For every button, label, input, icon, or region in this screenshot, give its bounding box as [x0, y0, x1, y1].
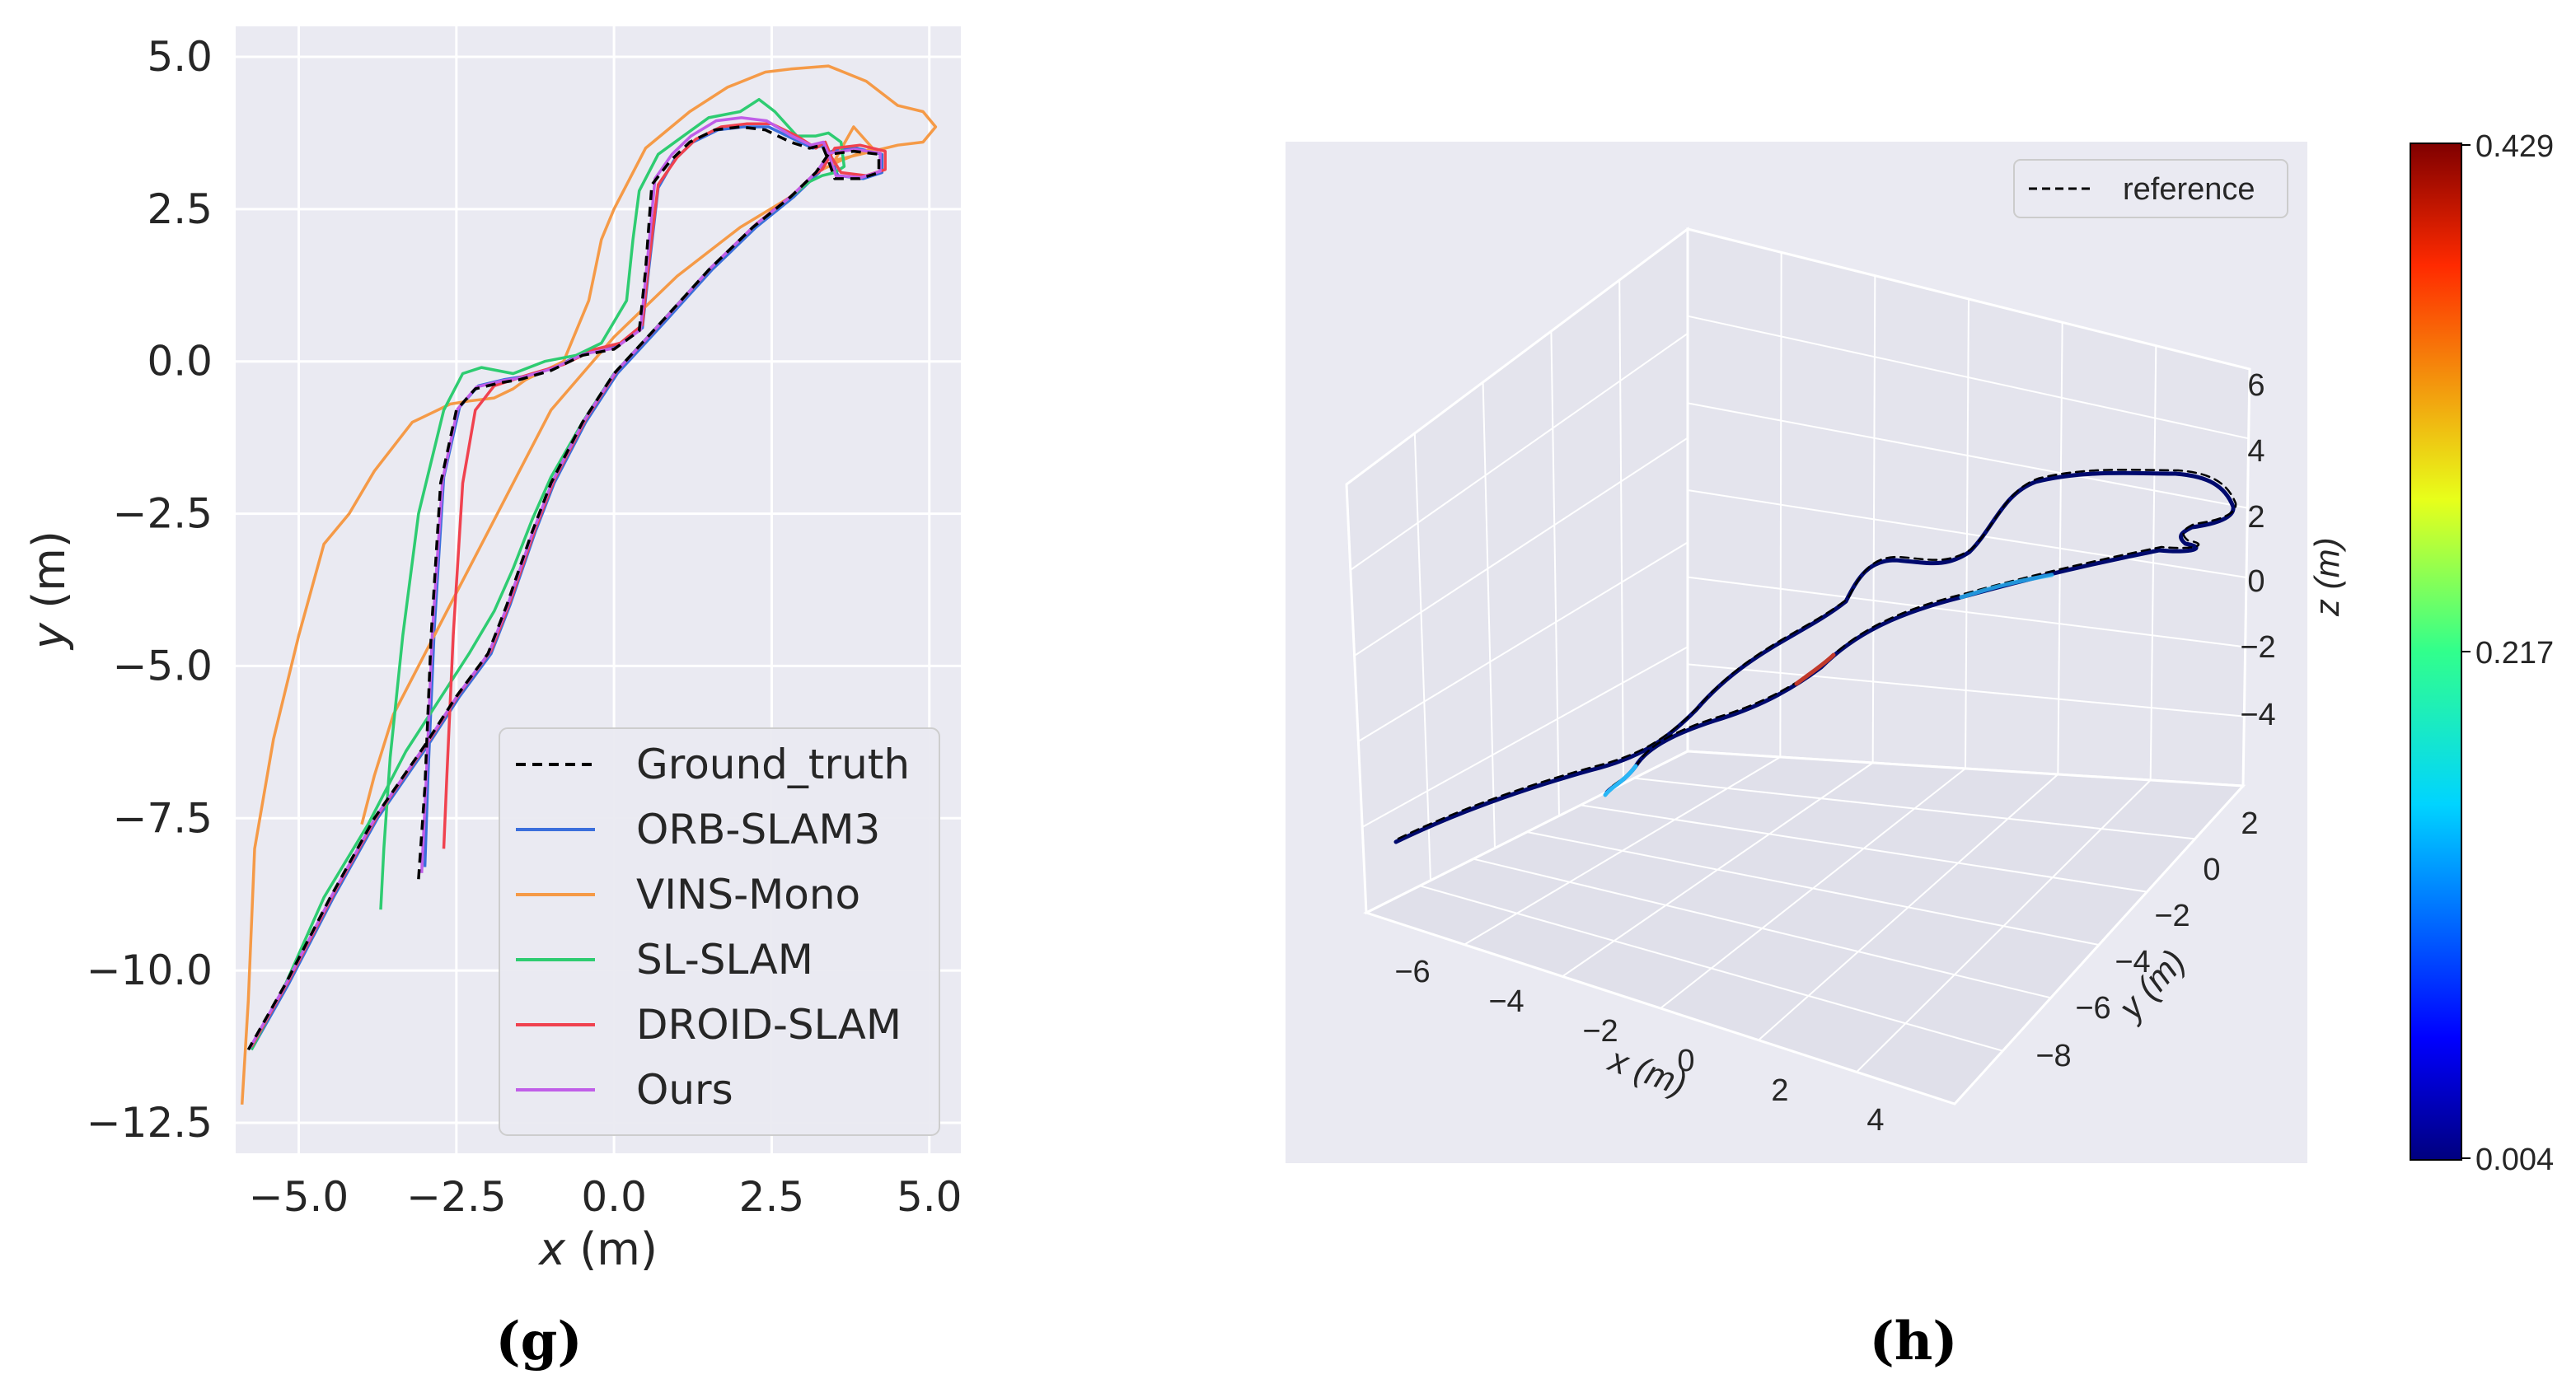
grid-h [1350, 252, 2249, 1073]
x-axis-label-g: x (m) [537, 1223, 658, 1275]
x-tick-label: −5.0 [249, 1173, 349, 1221]
x-tick-labels-g: −5.0 −2.5 0.0 2.5 5.0 [249, 1173, 962, 1221]
y-tick-label: −2.5 [113, 490, 213, 538]
z-tick-label-h: 4 [2247, 434, 2265, 469]
x-tick-label-h: 4 [1866, 1103, 1884, 1138]
colorbar-label-max: 0.429 [2475, 129, 2554, 164]
x-tick-label-h: −2 [1582, 1014, 1618, 1049]
y-tick-labels-h: 20 −2−4−6−8 [2035, 806, 2258, 1073]
legend-label: VINS-Mono [636, 871, 860, 919]
error-segment-mid [1959, 573, 2054, 600]
x-tick-labels-h: −6 −4 −2 0 2 4 [1394, 955, 1884, 1138]
legend-label: Ours [636, 1066, 733, 1114]
y-tick-label: −7.5 [113, 794, 213, 842]
legend-label: SL-SLAM [636, 936, 813, 984]
error-segment-start [1603, 764, 1638, 797]
x-tick-label-h: −4 [1488, 984, 1524, 1019]
x-tick-label: 0.0 [581, 1173, 647, 1221]
panel-g-2d-trajectory: −5.0 −2.5 0.0 2.5 5.0 5.0 2.5 0.0 −2.5 −5.0 −7.5 −… [23, 26, 962, 1372]
legend-box-h [2013, 159, 2288, 218]
y-tick-label: 5.0 [147, 33, 213, 81]
caption-g: (g) [495, 1311, 582, 1372]
z-tick-label-h: 0 [2247, 564, 2265, 599]
y-tick-labels-g: 5.0 2.5 0.0 −2.5 −5.0 −7.5 −10.0 −12.5 [87, 33, 213, 1147]
colorbar-label-mid: 0.217 [2475, 636, 2554, 671]
x-tick-label: 5.0 [897, 1173, 962, 1221]
legend-label: ORB-SLAM3 [636, 806, 880, 853]
z-tick-label-h: 2 [2247, 500, 2265, 535]
y-tick-label: 0.0 [147, 338, 213, 386]
z-tick-label-h: −4 [2240, 698, 2275, 732]
y-tick-label-h: 2 [2241, 806, 2258, 841]
y-tick-label-h: −4 [2115, 945, 2150, 979]
x-tick-label: −2.5 [406, 1173, 506, 1221]
y-tick-label-h: −6 [2075, 991, 2110, 1026]
x-tick-label: 2.5 [739, 1173, 805, 1221]
series-line-sl-slam [250, 97, 846, 1051]
legend-box-g [499, 727, 940, 1136]
y-axis-label-g: y (m) [23, 531, 75, 651]
z-tick-labels-h: 6 4 2 0 −2 −4 [2240, 368, 2275, 732]
y-tick-label-h: −2 [2154, 899, 2190, 933]
x-tick-label-h: 0 [1677, 1044, 1694, 1078]
legend-label: DROID-SLAM [636, 1001, 902, 1049]
legend-g: Ground_truth ORB-SLAM3 VINS-Mono SL-SLAM DRO… [499, 727, 940, 1136]
y-tick-label: −12.5 [87, 1099, 213, 1147]
x-tick-label-h: −6 [1394, 955, 1430, 989]
series-lines-g [240, 64, 938, 1105]
colorbar-label-min: 0.004 [2475, 1143, 2554, 1177]
colorbar: 0.429 0.217 0.004 [2410, 129, 2554, 1177]
legend-h: reference [2013, 159, 2288, 218]
error-segment-high [1794, 652, 1836, 686]
colorbar-gradient [2410, 143, 2462, 1161]
y-tick-label: 2.5 [147, 185, 213, 233]
y-tick-label-h: 0 [2203, 853, 2220, 887]
series-line-ground-truth [246, 125, 881, 1051]
y-tick-label: −5.0 [113, 642, 213, 689]
x-tick-label-h: 2 [1771, 1073, 1788, 1108]
legend-label: Ground_truth [636, 741, 910, 788]
y-tick-label-h: −8 [2035, 1039, 2071, 1073]
trajectory-h [1393, 468, 2237, 844]
caption-h: (h) [1869, 1311, 1957, 1372]
z-axis-label-h: z (m) [2307, 537, 2346, 617]
legend-label-reference: reference [2123, 172, 2255, 207]
z-tick-label-h: −2 [2240, 630, 2275, 665]
z-tick-label-h: 6 [2247, 368, 2265, 403]
y-tick-label: −10.0 [87, 947, 213, 994]
